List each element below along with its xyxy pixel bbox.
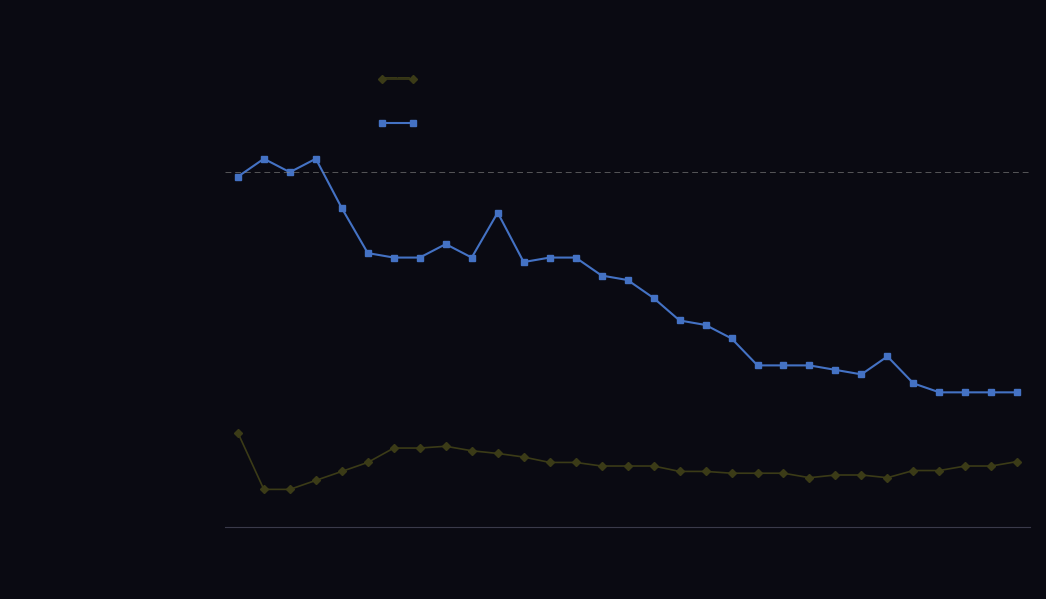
Text: ——: —— (384, 72, 411, 86)
